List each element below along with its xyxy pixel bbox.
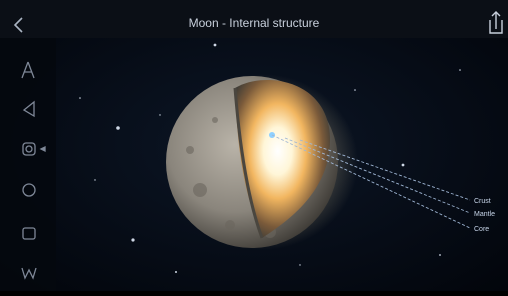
layer-label: Crust bbox=[474, 198, 491, 205]
title: Moon - Internal structure bbox=[189, 16, 320, 30]
layer-label: Mantle bbox=[474, 211, 495, 218]
sidebar bbox=[0, 38, 56, 291]
layer-label: Core bbox=[474, 226, 489, 233]
screen: Moon - Internal structure Crust Mantle C… bbox=[0, 0, 508, 291]
